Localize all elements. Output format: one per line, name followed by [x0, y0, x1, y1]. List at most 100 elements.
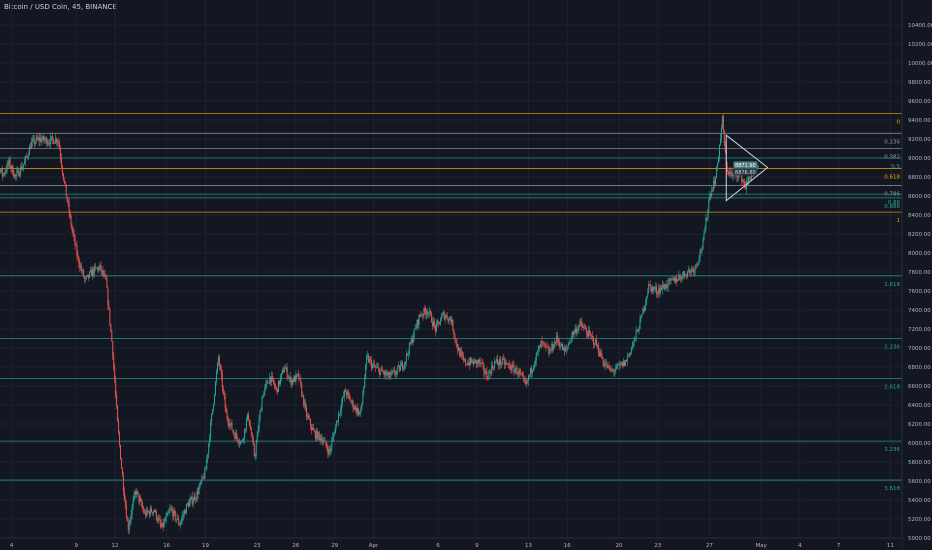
candle-body [496, 359, 498, 362]
candle-body [158, 518, 160, 520]
candle-body [604, 363, 606, 367]
time-tick-label: 23 [654, 543, 661, 549]
candle-body [223, 391, 225, 397]
candle-body [183, 510, 185, 515]
candle-body [16, 171, 18, 176]
candle-body [108, 305, 110, 309]
price-tick-label: 6600.00 [908, 384, 931, 390]
candle-body [650, 284, 652, 287]
candle-body [347, 391, 349, 395]
candle-body [329, 448, 331, 451]
candle-body [617, 364, 619, 366]
candle-body [350, 401, 352, 403]
candle-body [316, 430, 318, 440]
candle-body [633, 337, 635, 343]
candle-body [79, 264, 81, 269]
candle-body [560, 343, 562, 347]
candle-body [708, 200, 710, 211]
candle-body [263, 391, 265, 397]
candle-body [553, 347, 555, 350]
candle-body [151, 511, 153, 514]
time-tick-label: 13 [525, 543, 532, 549]
fib-label: 1 [897, 218, 901, 224]
candle-body [391, 371, 393, 373]
candle-body [542, 342, 544, 343]
candle-body [168, 511, 170, 513]
time-tick-label: 27 [706, 543, 713, 549]
candle-body [307, 415, 309, 417]
candle-body [62, 173, 64, 180]
candle-body [148, 511, 150, 513]
candle-body [574, 328, 576, 332]
candle-body [429, 310, 431, 314]
candle-body [141, 500, 143, 507]
candle-body [309, 419, 311, 426]
candle-body [359, 411, 361, 414]
candle-body [149, 511, 151, 515]
candle-body [536, 351, 538, 353]
candle-body [563, 347, 565, 352]
candle-body [362, 395, 364, 404]
candle-body [159, 519, 161, 525]
price-tick-label: 9200.00 [908, 137, 931, 143]
candle-body [39, 137, 41, 142]
candle-body [242, 440, 244, 442]
candle-body [594, 339, 596, 345]
candle-body [599, 351, 601, 357]
candle-body [729, 171, 731, 175]
candle-body [497, 363, 499, 365]
candle-body [184, 510, 186, 514]
candle-body [240, 441, 242, 444]
candle-body [125, 505, 127, 518]
candle-body [742, 180, 744, 182]
candle-body [356, 407, 358, 413]
candle-body [327, 449, 329, 454]
candle-body [438, 322, 440, 325]
candle-body [349, 397, 351, 402]
candle-body [25, 156, 27, 158]
candle-body [529, 374, 531, 377]
candle-body [689, 270, 691, 273]
candle-body [458, 348, 460, 352]
candle-body [545, 344, 547, 347]
candle-body [450, 319, 452, 323]
candle-body [81, 266, 83, 272]
candle-body [417, 320, 419, 325]
candle-body [712, 190, 714, 191]
candle-body [291, 380, 293, 385]
candle-body [642, 308, 644, 315]
candle-body [546, 346, 548, 348]
candle-body [372, 364, 374, 365]
candle-body [660, 287, 662, 290]
price-axis[interactable]: 5000.00 5200.00 5400.00 5600.00 5800.00 6000.… [901, 0, 932, 550]
candle-body [420, 315, 422, 316]
candle-body [598, 352, 600, 357]
last-price-value-secondary: 8876.80 [735, 170, 756, 176]
candle-body [470, 358, 472, 363]
candle-body [60, 157, 62, 166]
candle-body [297, 373, 299, 375]
candle-body [419, 314, 421, 316]
candle-body [134, 491, 136, 495]
candle-body [313, 430, 315, 432]
candle-body [241, 441, 243, 442]
candle-body [96, 267, 98, 269]
candle-body [528, 376, 530, 381]
candle-body [696, 264, 698, 266]
candle-body [505, 362, 507, 364]
candle-body [428, 313, 430, 314]
candle-body [667, 279, 669, 288]
candle-body [491, 365, 493, 374]
candle-body [4, 171, 6, 174]
candle-body [384, 371, 386, 375]
candle-body [224, 396, 226, 408]
candle-body [130, 514, 132, 519]
triangle-pattern [725, 134, 769, 202]
candle-body [102, 270, 104, 276]
time-axis[interactable]: 4 9 12 16 19 23 26 29 Apr 6 9 13 16 20 23 27 May 4 7 11 [0, 537, 902, 550]
candle-body [35, 137, 37, 143]
candle-body [382, 371, 384, 373]
candle-body [418, 314, 420, 325]
candle-body [255, 443, 257, 456]
